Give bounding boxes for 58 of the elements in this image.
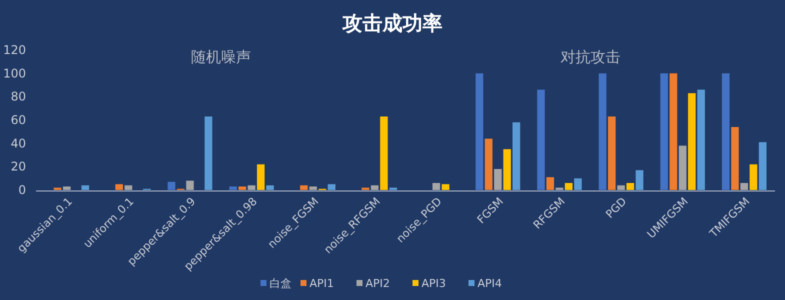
bar: [266, 185, 274, 190]
y-tick-label: 60: [10, 113, 26, 127]
y-tick-label: 100: [3, 66, 26, 80]
bar: [256, 164, 265, 190]
bar: [494, 169, 502, 190]
bar: [537, 90, 545, 190]
y-tick-label: 20: [10, 160, 26, 174]
bar: [62, 186, 71, 190]
bar: [512, 122, 520, 190]
bar: [740, 183, 748, 190]
legend-label: 白盒: [270, 277, 292, 290]
bar: [750, 164, 758, 190]
bar: [432, 183, 440, 190]
bar: [722, 73, 730, 190]
bar: [124, 185, 132, 190]
bar: [328, 184, 336, 190]
bar: [229, 186, 237, 190]
bar: [442, 184, 450, 190]
bar: [300, 185, 308, 190]
bar: [670, 73, 678, 190]
bar: [598, 73, 606, 190]
bar: [574, 178, 582, 190]
bar: [204, 116, 212, 190]
bar: [81, 185, 90, 190]
bar: [238, 186, 246, 190]
y-tick-label: 0: [18, 183, 26, 197]
bar: [660, 73, 668, 190]
bar: [617, 185, 625, 190]
annotation: 随机噪声: [190, 48, 251, 66]
bar: [370, 185, 379, 190]
legend-label: API2: [366, 277, 390, 290]
y-tick-label: 80: [10, 90, 26, 104]
y-tick-label: 120: [3, 43, 26, 57]
chart-title: 攻击成功率: [342, 11, 442, 35]
legend-label: API3: [422, 277, 446, 290]
bar: [476, 73, 484, 190]
bar: [484, 138, 492, 190]
bar: [608, 116, 616, 190]
annotation: 对抗攻击: [560, 48, 620, 66]
bar: [168, 182, 176, 190]
bar: [564, 183, 573, 190]
bar: [186, 180, 194, 190]
bar: [546, 177, 554, 190]
bar: [115, 184, 123, 190]
bar: [626, 183, 634, 190]
bar: [758, 142, 767, 190]
y-tick-label: 40: [10, 136, 26, 150]
bar: [731, 127, 739, 190]
bar: [248, 185, 256, 190]
bar: [678, 146, 686, 190]
legend-label: API1: [310, 277, 334, 290]
bar: [503, 149, 511, 190]
legend-label: API4: [478, 277, 502, 290]
bar: [380, 116, 388, 190]
bar: [309, 186, 317, 190]
bar: [688, 93, 696, 190]
bar: [636, 170, 644, 190]
bar: [697, 90, 705, 190]
